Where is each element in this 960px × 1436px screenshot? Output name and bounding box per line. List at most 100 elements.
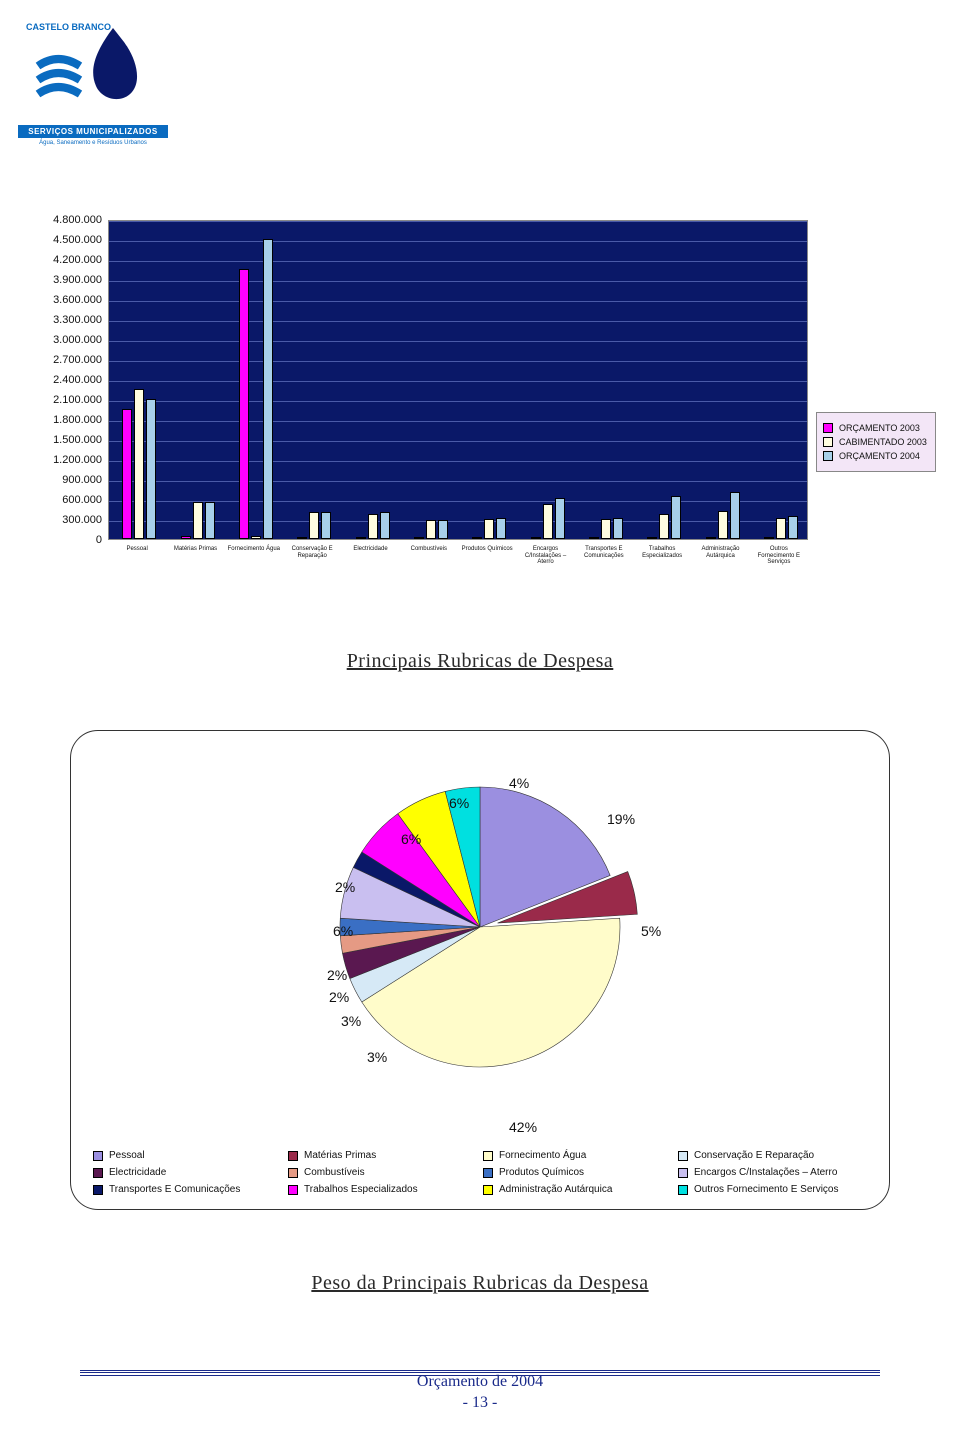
bar bbox=[659, 514, 669, 539]
pie-percent-label: 2% bbox=[329, 989, 349, 1005]
logo-sub: Água, Saneamento e Resíduos Urbanos bbox=[18, 140, 168, 146]
pie-percent-label: 4% bbox=[509, 775, 529, 791]
bar-category-label: Electricidade bbox=[343, 546, 399, 553]
bar bbox=[297, 537, 307, 539]
pie-percent-label: 5% bbox=[641, 923, 661, 939]
bar-category-label: Outros Fornecimento E Serviços bbox=[751, 546, 807, 566]
legend-swatch bbox=[483, 1168, 493, 1178]
pie-legend-item: Trabalhos Especializados bbox=[288, 1184, 477, 1195]
bar bbox=[776, 518, 786, 539]
bar bbox=[531, 537, 541, 539]
bar-ytick-label: 3.000.000 bbox=[24, 334, 102, 346]
bar-category-label: Produtos Químicos bbox=[459, 546, 515, 553]
bar-category-label: Combustíveis bbox=[401, 546, 457, 553]
bar-category-label: Administração Autárquica bbox=[693, 546, 749, 559]
bar-legend: ORÇAMENTO 2003CABIMENTADO 2003ORÇAMENTO … bbox=[816, 412, 936, 472]
bar-chart: ORÇAMENTO 2003CABIMENTADO 2003ORÇAMENTO … bbox=[24, 220, 936, 595]
legend-swatch bbox=[288, 1151, 298, 1161]
legend-label: Encargos C/Instalações – Aterro bbox=[694, 1167, 837, 1178]
legend-label: Pessoal bbox=[109, 1150, 145, 1161]
bar bbox=[438, 520, 448, 539]
pie-percent-label: 3% bbox=[367, 1049, 387, 1065]
bar-ytick-label: 600.000 bbox=[24, 494, 102, 506]
pie-chart-frame: PessoalMatérias PrimasFornecimento ÁguaC… bbox=[70, 730, 890, 1210]
legend-swatch bbox=[823, 437, 833, 447]
bar bbox=[368, 514, 378, 539]
pie-legend-item: Combustíveis bbox=[288, 1167, 477, 1178]
pie-legend-item: Transportes E Comunicações bbox=[93, 1184, 282, 1195]
legend-swatch bbox=[288, 1168, 298, 1178]
logo-band: SERVIÇOS MUNICIPALIZADOS bbox=[18, 125, 168, 138]
bar bbox=[380, 512, 390, 539]
footer-line2: - 13 - bbox=[463, 1394, 498, 1411]
footer-text: Orçamento de 2004 - 13 - bbox=[0, 1372, 960, 1414]
pie-legend-item: Administração Autárquica bbox=[483, 1184, 672, 1195]
bar-category-label: Matérias Primas bbox=[168, 546, 224, 553]
bar bbox=[146, 399, 156, 539]
bar bbox=[706, 537, 716, 539]
legend-label: CABIMENTADO 2003 bbox=[839, 437, 927, 447]
logo-brand-text: CASTELO BRANCO bbox=[26, 22, 111, 32]
bar-ytick-label: 0 bbox=[24, 534, 102, 546]
bar-category-label: Fornecimento Água bbox=[226, 546, 282, 553]
pie-percent-label: 6% bbox=[333, 923, 353, 939]
bar-ytick-label: 1.500.000 bbox=[24, 434, 102, 446]
legend-label: Matérias Primas bbox=[304, 1150, 376, 1161]
bar bbox=[193, 502, 203, 539]
bar bbox=[589, 537, 599, 539]
bar-ytick-label: 900.000 bbox=[24, 474, 102, 486]
bar bbox=[764, 537, 774, 539]
pie-legend-item: Matérias Primas bbox=[288, 1150, 477, 1161]
bar-ytick-label: 300.000 bbox=[24, 514, 102, 526]
pie-percent-label: 6% bbox=[449, 795, 469, 811]
legend-label: Electricidade bbox=[109, 1167, 166, 1178]
legend-swatch bbox=[93, 1151, 103, 1161]
bar-ytick-label: 4.200.000 bbox=[24, 254, 102, 266]
bar-ytick-label: 3.900.000 bbox=[24, 274, 102, 286]
bar bbox=[496, 518, 506, 539]
bar bbox=[484, 519, 494, 539]
legend-label: Trabalhos Especializados bbox=[304, 1184, 418, 1195]
legend-swatch bbox=[678, 1151, 688, 1161]
bar-plot-area bbox=[108, 220, 808, 540]
bar-legend-item: ORÇAMENTO 2004 bbox=[823, 451, 929, 461]
legend-label: Administração Autárquica bbox=[499, 1184, 612, 1195]
pie-percent-label: 19% bbox=[607, 811, 635, 827]
pie-legend-item: Electricidade bbox=[93, 1167, 282, 1178]
legend-swatch bbox=[288, 1185, 298, 1195]
bar bbox=[321, 512, 331, 539]
legend-swatch bbox=[678, 1185, 688, 1195]
legend-swatch bbox=[93, 1185, 103, 1195]
pie-legend-item: Produtos Químicos bbox=[483, 1167, 672, 1178]
pie-legend-item: Outros Fornecimento E Serviços bbox=[678, 1184, 867, 1195]
bar-category-label: Pessoal bbox=[109, 546, 165, 553]
bar bbox=[718, 511, 728, 539]
pie-percent-label: 2% bbox=[335, 879, 355, 895]
bar bbox=[181, 536, 191, 539]
legend-label: Produtos Químicos bbox=[499, 1167, 584, 1178]
legend-label: Outros Fornecimento E Serviços bbox=[694, 1184, 839, 1195]
pie-legend-item: Conservação E Reparação bbox=[678, 1150, 867, 1161]
legend-label: Transportes E Comunicações bbox=[109, 1184, 240, 1195]
bar bbox=[671, 496, 681, 539]
bar bbox=[426, 520, 436, 539]
legend-label: ORÇAMENTO 2004 bbox=[839, 451, 920, 461]
legend-label: Combustíveis bbox=[304, 1167, 365, 1178]
bar bbox=[788, 516, 798, 539]
pie-legend-item: Encargos C/Instalações – Aterro bbox=[678, 1167, 867, 1178]
bar-ytick-label: 4.800.000 bbox=[24, 214, 102, 226]
bar-ytick-label: 1.200.000 bbox=[24, 454, 102, 466]
pie-percent-label: 6% bbox=[401, 831, 421, 847]
bar bbox=[263, 239, 273, 539]
bar bbox=[472, 537, 482, 539]
bar bbox=[309, 512, 319, 539]
bar bbox=[730, 492, 740, 539]
bar bbox=[543, 504, 553, 539]
legend-swatch bbox=[678, 1168, 688, 1178]
legend-swatch bbox=[483, 1185, 493, 1195]
legend-swatch bbox=[823, 423, 833, 433]
pie-legend: PessoalMatérias PrimasFornecimento ÁguaC… bbox=[93, 1150, 867, 1195]
bar bbox=[613, 518, 623, 539]
pie-percent-label: 2% bbox=[327, 967, 347, 983]
legend-swatch bbox=[93, 1168, 103, 1178]
